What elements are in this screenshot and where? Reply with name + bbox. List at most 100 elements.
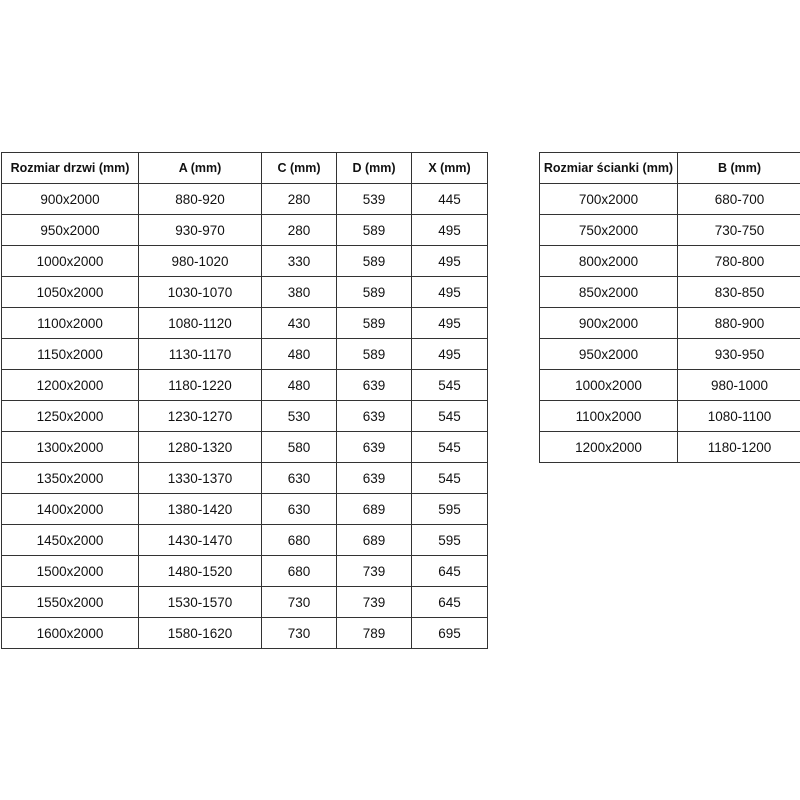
table-cell: 545 xyxy=(411,400,488,432)
table-cell: 930-950 xyxy=(677,338,800,370)
table-cell: 680 xyxy=(261,524,337,556)
table-cell: 1100x2000 xyxy=(1,307,139,339)
column-header: A (mm) xyxy=(138,152,262,184)
table-cell: 830-850 xyxy=(677,276,800,308)
table-cell: 1530-1570 xyxy=(138,586,262,618)
table-row: 1300x2000 1280-1320 580 639 545 xyxy=(1,431,488,463)
table-cell: 739 xyxy=(336,586,412,618)
table-cell: 1050x2000 xyxy=(1,276,139,308)
table-cell: 330 xyxy=(261,245,337,277)
table-row: 950x2000 930-950 xyxy=(539,338,800,370)
table-cell: 589 xyxy=(336,338,412,370)
wall-table-header: Rozmiar ścianki (mm) B (mm) xyxy=(539,152,800,184)
table-cell: 1200x2000 xyxy=(1,369,139,401)
table-cell: 630 xyxy=(261,462,337,494)
table-cell: 1100x2000 xyxy=(539,400,678,432)
table-cell: 1000x2000 xyxy=(1,245,139,277)
table-row: 1400x2000 1380-1420 630 689 595 xyxy=(1,493,488,525)
table-cell: 645 xyxy=(411,555,488,587)
table-cell: 800x2000 xyxy=(539,245,678,277)
table-cell: 1030-1070 xyxy=(138,276,262,308)
table-cell: 1600x2000 xyxy=(1,617,139,649)
table-cell: 589 xyxy=(336,214,412,246)
table-cell: 750x2000 xyxy=(539,214,678,246)
table-cell: 730 xyxy=(261,617,337,649)
table-cell: 1150x2000 xyxy=(1,338,139,370)
table-cell: 639 xyxy=(336,462,412,494)
table-cell: 1400x2000 xyxy=(1,493,139,525)
table-cell: 589 xyxy=(336,276,412,308)
table-cell: 445 xyxy=(411,183,488,215)
table-row: 1100x2000 1080-1100 xyxy=(539,400,800,432)
table-cell: 595 xyxy=(411,524,488,556)
table-cell: 480 xyxy=(261,369,337,401)
table-cell: 695 xyxy=(411,617,488,649)
table-row: 900x2000 880-900 xyxy=(539,307,800,339)
wall-size-table: Rozmiar ścianki (mm) B (mm) 700x2000 680-7… xyxy=(539,152,800,463)
table-cell: 580 xyxy=(261,431,337,463)
table-cell: 700x2000 xyxy=(539,183,678,215)
table-cell: 495 xyxy=(411,307,488,339)
table-cell: 880-900 xyxy=(677,307,800,339)
table-cell: 539 xyxy=(336,183,412,215)
table-cell: 639 xyxy=(336,369,412,401)
table-cell: 780-800 xyxy=(677,245,800,277)
table-row: 1600x2000 1580-1620 730 789 695 xyxy=(1,617,488,649)
table-cell: 980-1000 xyxy=(677,369,800,401)
table-cell: 930-970 xyxy=(138,214,262,246)
table-row: 800x2000 780-800 xyxy=(539,245,800,277)
table-cell: 1480-1520 xyxy=(138,555,262,587)
table-cell: 1180-1220 xyxy=(138,369,262,401)
table-row: 700x2000 680-700 xyxy=(539,183,800,215)
table-row: 750x2000 730-750 xyxy=(539,214,800,246)
table-cell: 680-700 xyxy=(677,183,800,215)
table-cell: 430 xyxy=(261,307,337,339)
table-cell: 900x2000 xyxy=(1,183,139,215)
table-cell: 789 xyxy=(336,617,412,649)
table-cell: 495 xyxy=(411,338,488,370)
table-cell: 1430-1470 xyxy=(138,524,262,556)
table-cell: 1550x2000 xyxy=(1,586,139,618)
table-cell: 1080-1100 xyxy=(677,400,800,432)
table-cell: 1330-1370 xyxy=(138,462,262,494)
table-cell: 495 xyxy=(411,245,488,277)
table-cell: 480 xyxy=(261,338,337,370)
table-cell: 280 xyxy=(261,183,337,215)
table-cell: 545 xyxy=(411,369,488,401)
table-cell: 1080-1120 xyxy=(138,307,262,339)
table-cell: 1250x2000 xyxy=(1,400,139,432)
table-row: 1450x2000 1430-1470 680 689 595 xyxy=(1,524,488,556)
table-cell: 530 xyxy=(261,400,337,432)
table-cell: 1230-1270 xyxy=(138,400,262,432)
table-cell: 1000x2000 xyxy=(539,369,678,401)
table-cell: 589 xyxy=(336,307,412,339)
table-cell: 380 xyxy=(261,276,337,308)
table-cell: 739 xyxy=(336,555,412,587)
table-cell: 589 xyxy=(336,245,412,277)
table-row: 1050x2000 1030-1070 380 589 495 xyxy=(1,276,488,308)
door-table-header: Rozmiar drzwi (mm) A (mm) C (mm) D (mm) X (m… xyxy=(1,152,488,184)
table-cell: 1350x2000 xyxy=(1,462,139,494)
table-row: 1500x2000 1480-1520 680 739 645 xyxy=(1,555,488,587)
table-cell: 900x2000 xyxy=(539,307,678,339)
column-header: Rozmiar drzwi (mm) xyxy=(1,152,139,184)
table-cell: 1500x2000 xyxy=(1,555,139,587)
table-cell: 730-750 xyxy=(677,214,800,246)
table-row: 1100x2000 1080-1120 430 589 495 xyxy=(1,307,488,339)
table-cell: 689 xyxy=(336,493,412,525)
table-cell: 1450x2000 xyxy=(1,524,139,556)
table-row: 1000x2000 980-1000 xyxy=(539,369,800,401)
table-cell: 689 xyxy=(336,524,412,556)
table-row: 1150x2000 1130-1170 480 589 495 xyxy=(1,338,488,370)
table-row: 850x2000 830-850 xyxy=(539,276,800,308)
table-cell: 730 xyxy=(261,586,337,618)
table-row: 1550x2000 1530-1570 730 739 645 xyxy=(1,586,488,618)
table-cell: 680 xyxy=(261,555,337,587)
table-cell: 280 xyxy=(261,214,337,246)
table-row: 950x2000 930-970 280 589 495 xyxy=(1,214,488,246)
table-cell: 545 xyxy=(411,462,488,494)
column-header: D (mm) xyxy=(336,152,412,184)
table-cell: 545 xyxy=(411,431,488,463)
table-row: 1000x2000 980-1020 330 589 495 xyxy=(1,245,488,277)
table-cell: 630 xyxy=(261,493,337,525)
